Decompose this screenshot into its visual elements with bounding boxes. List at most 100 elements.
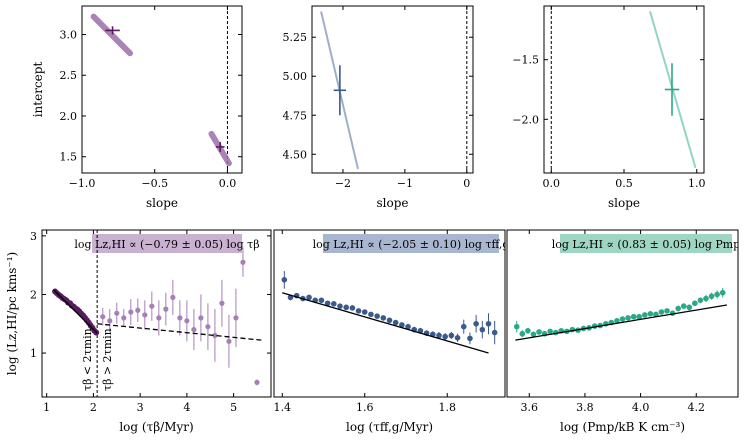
data-point [240, 259, 246, 265]
data-point [448, 332, 455, 339]
annotation-box [92, 234, 242, 253]
x-tick-label: −1.0 [69, 177, 96, 190]
panel-bottom-middle: log Lz,HI ∝ (−2.05 ± 0.10) log τff,g 1.4 1… [273, 229, 510, 434]
data-point [107, 318, 113, 324]
plot-area: log Lz,HI ∝ (0.83 ± 0.05) log Pmp [513, 234, 740, 341]
x-tick-label: 4.0 [632, 401, 650, 414]
y-tick-label: 3.0 [60, 29, 78, 42]
y-tick-label: −1.5 [512, 54, 539, 67]
data-point [205, 324, 211, 330]
plot-area: log Lz,HI ∝ (−0.79 ± 0.05) log τβ [52, 230, 262, 397]
x-tick-label: 3.8 [576, 401, 594, 414]
x-tick-label: 0.0 [543, 177, 561, 190]
data-point [163, 306, 169, 312]
panel-top-left: −1.0 −0.5 0.0 1.5 2.0 2.5 3.0 slope intercept [31, 5, 243, 210]
y-tick-label: 2 [30, 288, 37, 301]
data-point [547, 328, 553, 335]
data-point [467, 335, 473, 342]
plot-frame [81, 5, 243, 174]
y-tick-label: 2.0 [60, 110, 78, 123]
y-tick-label: 5.25 [283, 31, 308, 44]
data-point [630, 313, 637, 320]
data-point [680, 303, 687, 309]
data-point [374, 313, 380, 319]
data-point [460, 323, 467, 330]
x-tick-label: 1.6 [356, 401, 374, 414]
fit-line [53, 289, 98, 334]
plot-area [90, 6, 232, 173]
y-tick-label: 1.5 [60, 151, 78, 164]
data-point [355, 308, 362, 314]
data-point [191, 327, 197, 333]
fit-line [282, 292, 489, 354]
x-axis-label: slope [146, 196, 178, 210]
data-point [491, 329, 498, 336]
data-point [198, 315, 204, 321]
data-point [337, 303, 343, 309]
panel-top-middle: −2 −1 0 4.50 4.75 5.00 5.25 slope [283, 5, 474, 210]
x-axis-label: log (τβ/Myr) [119, 420, 193, 434]
data-point [306, 294, 312, 301]
data-point [386, 317, 393, 324]
data-point [442, 333, 448, 340]
data-point [142, 312, 148, 318]
x-tick-label: 3.6 [521, 401, 539, 414]
data-point [530, 331, 537, 338]
x-tick-label: 0.5 [615, 177, 633, 190]
data-point [219, 300, 225, 306]
data-point [653, 311, 659, 318]
panel-bottom-left: log Lz,HI ∝ (−0.79 ± 0.05) log τβ τβ < 2τ… [5, 229, 272, 434]
x-axis-label: slope [608, 196, 640, 210]
x-tick-label: 0.0 [219, 177, 237, 190]
y-tick-label: 2.5 [60, 69, 78, 82]
data-point [525, 327, 531, 334]
data-point [349, 305, 356, 311]
x-tick-label: −1 [397, 177, 413, 190]
panel-top-right: 0.0 0.5 1.0 −2.0 −1.5 slope [512, 5, 705, 210]
x-tick-label: 4 [183, 401, 190, 414]
data-point [473, 320, 479, 327]
data-point [233, 315, 239, 321]
y-tick-label: 5.00 [283, 70, 308, 83]
x-tick-label: 2 [90, 401, 97, 414]
data-point [714, 291, 720, 298]
data-point [708, 293, 715, 300]
data-point [619, 316, 626, 322]
data-point [536, 329, 542, 335]
data-point [281, 277, 288, 283]
y-axis-label: intercept [31, 62, 45, 118]
data-point [675, 305, 681, 312]
x-tick-label: −0.5 [141, 177, 168, 190]
data-point [212, 332, 218, 339]
data-point [614, 318, 620, 324]
data-point [625, 315, 631, 321]
side-label-right: τβ > 2τmin [101, 328, 114, 391]
plot-frame [543, 5, 705, 174]
data-point [479, 326, 486, 333]
data-point [184, 318, 190, 324]
annotation-text: log Lz,HI ∝ (−0.79 ± 0.05) log τβ [74, 238, 259, 251]
annotation-text: log Lz,HI ∝ (0.83 ± 0.05) log Pmp [552, 238, 740, 251]
data-point [343, 304, 349, 311]
fit-line [515, 304, 727, 341]
data-point [513, 323, 520, 330]
annotation-text: log Lz,HI ∝ (−2.05 ± 0.10) log τff,g [313, 238, 510, 251]
annotation-box [560, 234, 732, 253]
y-tick-label: 1 [30, 347, 37, 360]
data-point [519, 330, 526, 337]
data-point [485, 320, 492, 327]
x-axis-label: slope [376, 196, 408, 210]
x-tick-label: 0 [463, 177, 470, 190]
data-point [664, 308, 670, 314]
plot-area [550, 6, 697, 173]
x-tick-label: 5 [230, 401, 237, 414]
y-tick-label: 4.50 [283, 148, 308, 161]
annotation-box [323, 234, 499, 253]
plot-area: log Lz,HI ∝ (−2.05 ± 0.10) log τff,g [281, 234, 510, 354]
data-point [226, 338, 232, 344]
data-point [380, 315, 387, 321]
data-point [454, 335, 461, 341]
x-tick-label: 1 [43, 401, 50, 414]
data-point [149, 303, 155, 309]
